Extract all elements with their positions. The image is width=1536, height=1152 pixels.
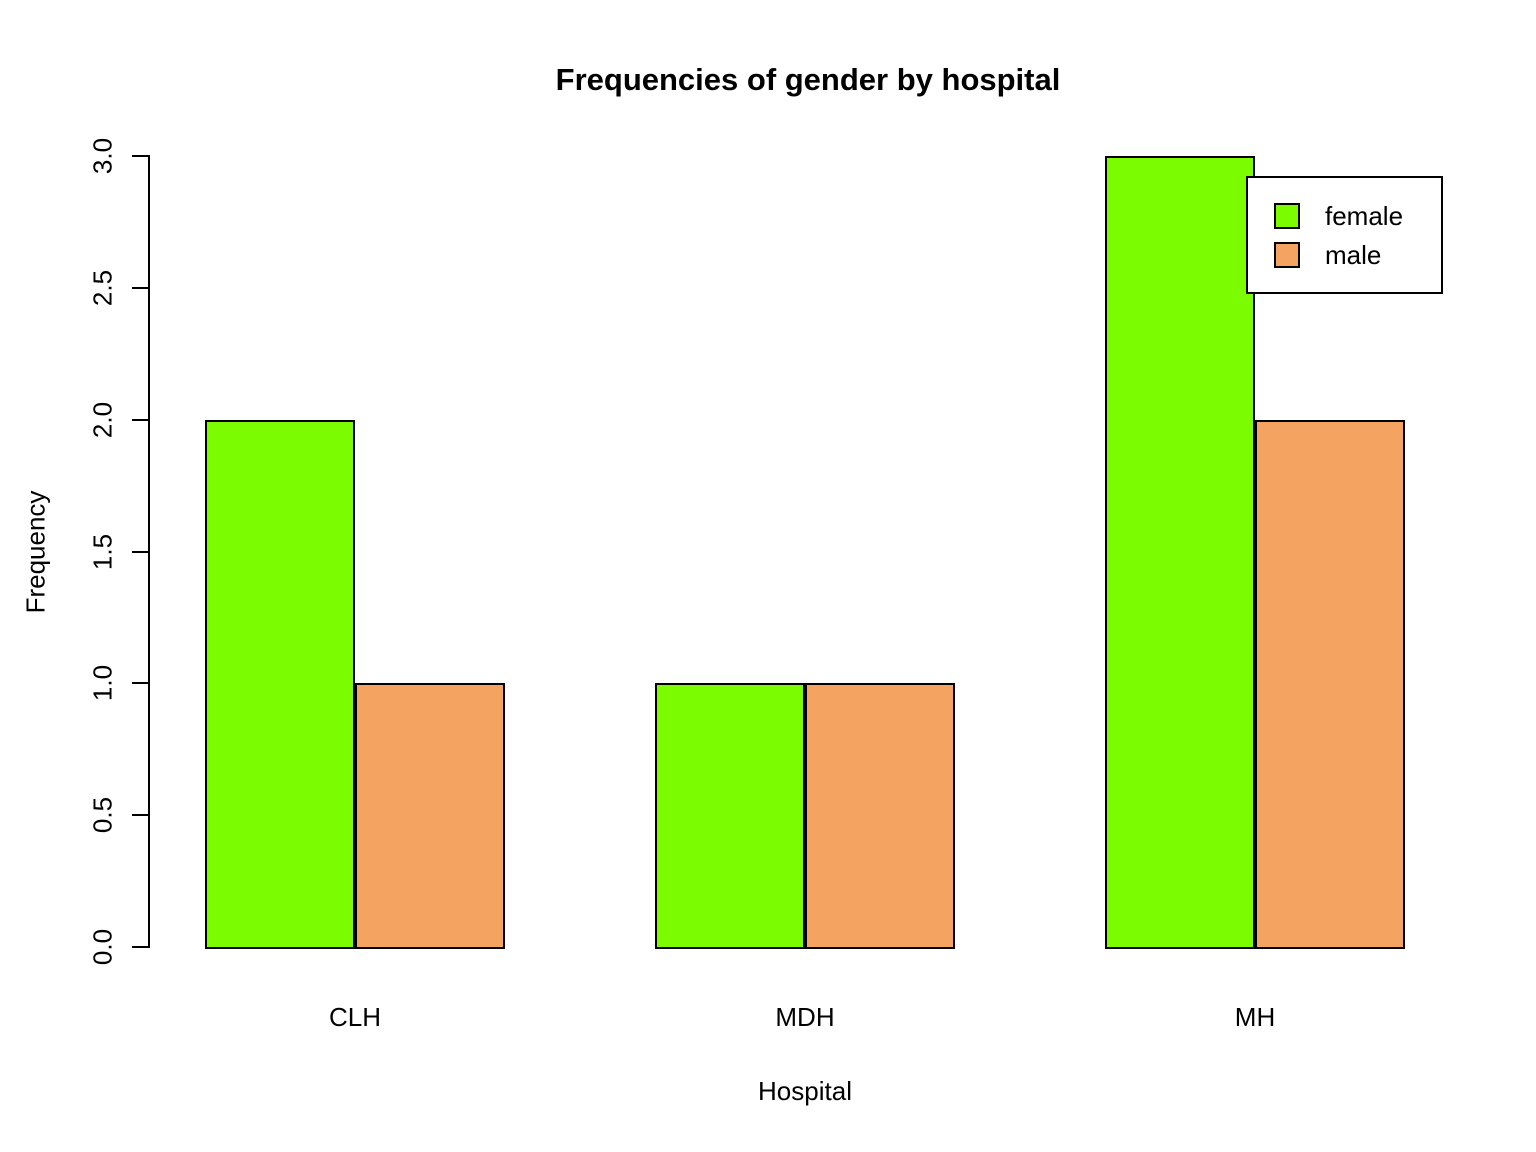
y-axis-tick <box>132 418 148 421</box>
y-axis-tick <box>132 946 148 948</box>
x-category-CLH: CLH <box>328 1002 382 1032</box>
legend-label-male: male <box>1325 239 1382 270</box>
y-axis-tick <box>132 814 148 817</box>
y-axis-tick <box>132 550 148 553</box>
chart-title: Frequencies of gender by hospital <box>555 62 1061 97</box>
legend-label-female: female <box>1325 200 1404 231</box>
x-category-MDH: MDH <box>775 1002 835 1032</box>
legend-item-male: male <box>1274 239 1441 270</box>
x-axis-label: Hospital <box>758 1076 852 1106</box>
y-axis-tick <box>132 682 148 685</box>
y-axis-tick-label: 1.5 <box>87 533 118 570</box>
y-axis-tick-label: 0.5 <box>87 797 118 834</box>
bar-MDH-male <box>805 683 955 949</box>
bar-CLH-male <box>355 683 505 949</box>
y-axis-line <box>148 155 150 948</box>
bar-CLH-female <box>205 419 355 949</box>
legend-item-female: female <box>1274 200 1441 231</box>
x-category-MH: MH <box>1234 1002 1276 1032</box>
bar-MH-male <box>1255 419 1405 949</box>
bar-MDH-female <box>655 683 805 949</box>
y-axis-tick-label: 3.0 <box>87 137 118 175</box>
legend-swatch-male <box>1274 241 1300 268</box>
y-axis-label: Frequency <box>20 490 51 614</box>
y-axis-tick-label: 0.0 <box>87 928 118 966</box>
y-axis-tick-label: 2.5 <box>87 269 118 306</box>
y-axis-tick-label: 1.0 <box>87 665 118 702</box>
legend-swatch-female <box>1274 202 1300 229</box>
legend: female male <box>1246 176 1443 294</box>
y-axis-tick <box>132 155 148 157</box>
y-axis-tick-label: 2.0 <box>87 401 118 438</box>
bar-MH-female <box>1105 156 1255 949</box>
y-axis-tick <box>132 286 148 289</box>
